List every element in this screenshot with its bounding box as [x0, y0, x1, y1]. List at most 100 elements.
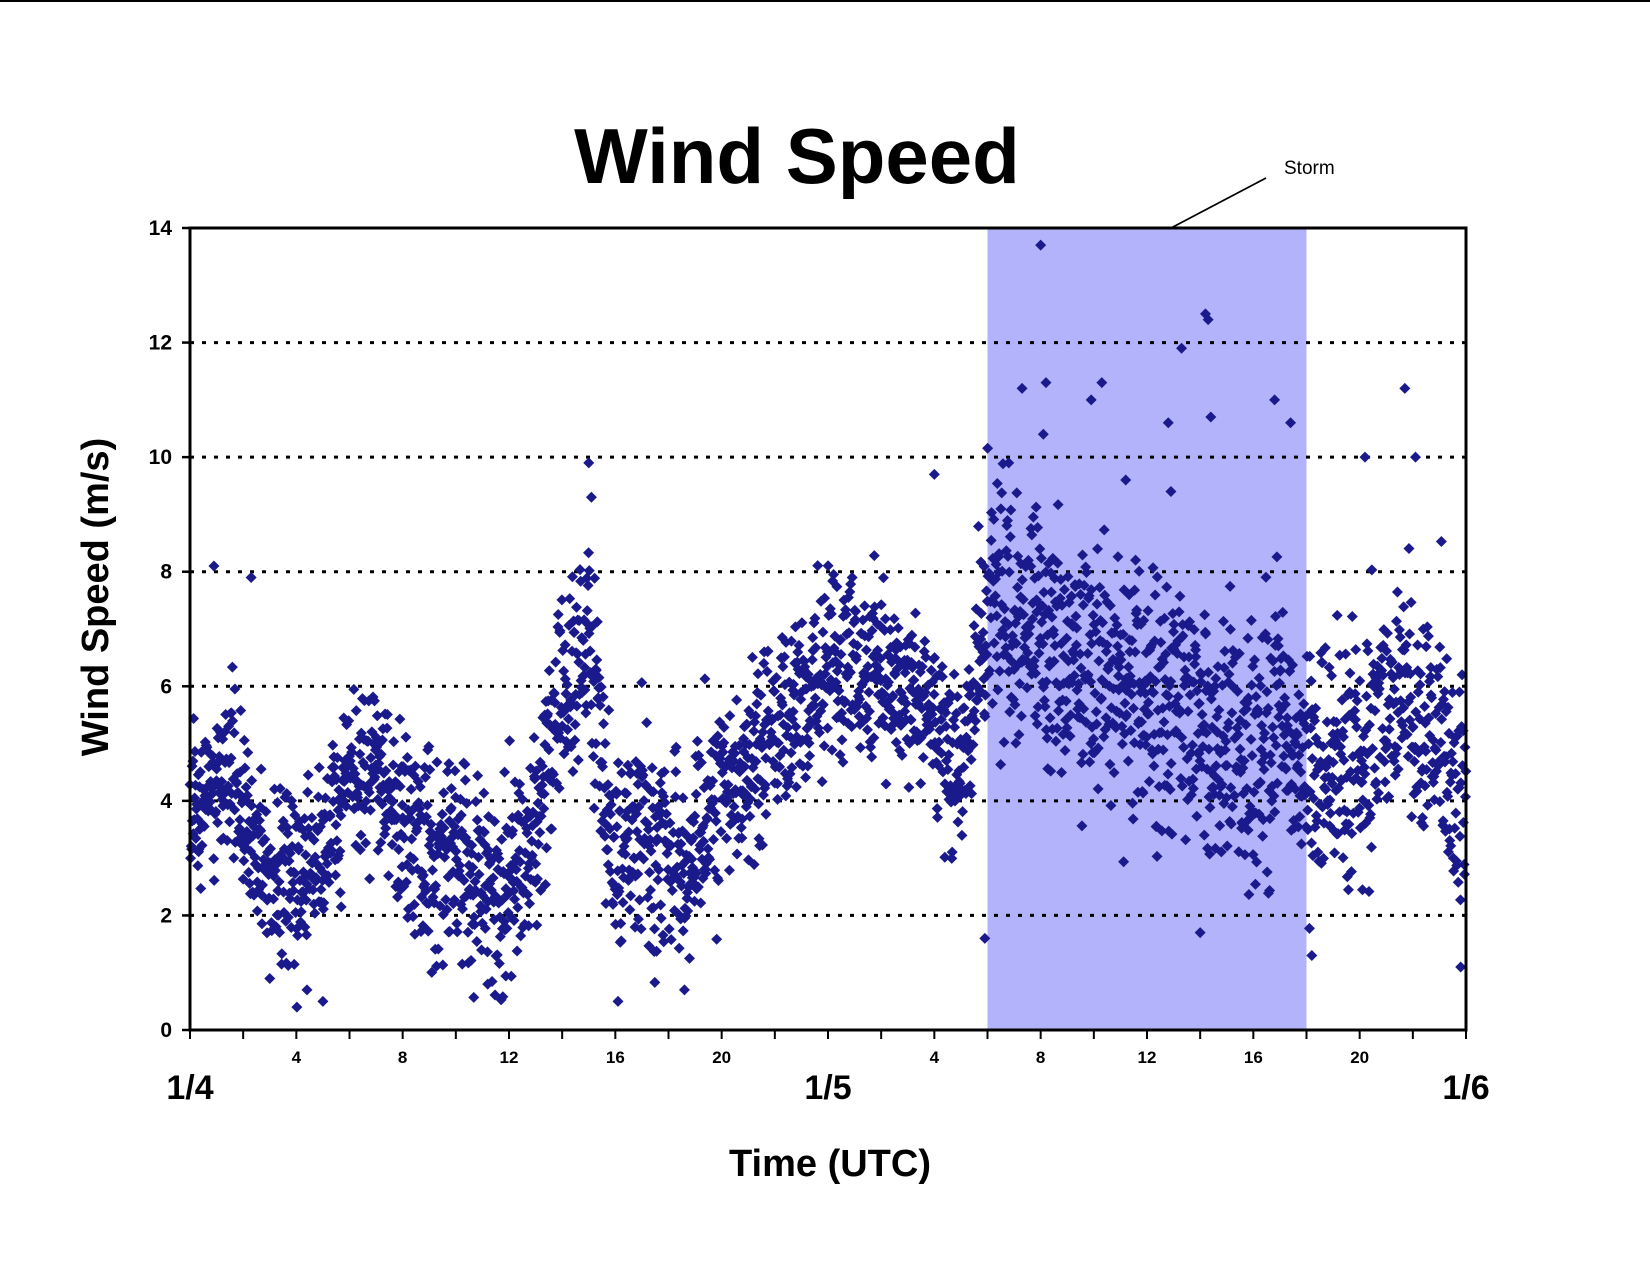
data-point: [558, 665, 570, 677]
data-point: [548, 688, 560, 700]
data-point: [531, 919, 543, 931]
data-point: [1111, 619, 1123, 631]
data-point: [783, 777, 795, 789]
data-point: [483, 844, 495, 856]
data-point: [309, 907, 321, 919]
data-point: [799, 661, 811, 673]
data-point: [1080, 567, 1092, 579]
data-point: [1100, 645, 1112, 657]
data-point: [225, 707, 237, 719]
data-point: [1161, 581, 1173, 593]
data-point: [1338, 754, 1350, 766]
page-top-rule: [0, 0, 1650, 2]
data-point: [528, 732, 540, 744]
data-point: [394, 780, 406, 792]
data-point: [398, 832, 410, 844]
data-point: [743, 739, 755, 751]
data-point: [1398, 601, 1410, 613]
data-point: [1365, 808, 1377, 820]
data-point: [1379, 756, 1391, 768]
data-point: [1048, 655, 1060, 667]
data-point: [1092, 783, 1104, 795]
data-point: [991, 478, 1003, 490]
data-point: [1452, 876, 1464, 888]
data-point: [354, 844, 366, 856]
data-point: [1059, 744, 1071, 756]
storm-annotation: Storm: [1170, 158, 1335, 229]
data-point: [530, 858, 542, 870]
data-point: [854, 742, 866, 754]
data-point: [1223, 717, 1235, 729]
data-point: [360, 837, 372, 849]
data-point: [445, 783, 457, 795]
data-point: [1269, 394, 1281, 406]
data-point: [839, 695, 851, 707]
data-point: [229, 804, 241, 816]
data-point: [1305, 837, 1317, 849]
data-point: [1012, 581, 1024, 593]
data-point: [430, 880, 442, 892]
data-point: [568, 626, 580, 638]
data-point: [559, 639, 571, 651]
data-point: [753, 798, 765, 810]
data-point: [659, 797, 671, 809]
data-point: [1045, 765, 1057, 777]
data-point: [1369, 705, 1381, 717]
data-point: [936, 661, 948, 673]
data-point: [1255, 680, 1267, 692]
data-point: [567, 766, 579, 778]
data-point: [394, 713, 406, 725]
data-point: [1290, 738, 1302, 750]
data-point: [611, 821, 623, 833]
data-point: [590, 738, 602, 750]
data-point: [376, 734, 388, 746]
data-point: [691, 735, 703, 747]
data-point: [846, 571, 858, 583]
data-point: [1119, 697, 1131, 709]
data-point: [493, 958, 505, 970]
data-point: [531, 873, 543, 885]
data-point: [778, 651, 790, 663]
data-point: [1293, 689, 1305, 701]
data-point: [632, 868, 644, 880]
data-point: [892, 622, 904, 634]
data-point: [1258, 764, 1270, 776]
data-point: [497, 991, 509, 1003]
data-point: [678, 867, 690, 879]
data-point: [835, 634, 847, 646]
data-point: [942, 763, 954, 775]
data-point: [408, 899, 420, 911]
data-point: [787, 706, 799, 718]
data-point: [1302, 804, 1314, 816]
data-point: [373, 757, 385, 769]
data-point: [1223, 668, 1235, 680]
data-point: [958, 761, 970, 773]
data-point: [1162, 768, 1174, 780]
data-point: [658, 766, 670, 778]
data-point: [274, 782, 286, 794]
data-point: [996, 565, 1008, 577]
data-point: [873, 663, 885, 675]
data-point: [790, 721, 802, 733]
data-point: [292, 929, 304, 941]
data-point: [1442, 701, 1454, 713]
data-point: [865, 741, 877, 753]
data-point: [843, 627, 855, 639]
data-point: [660, 808, 672, 820]
data-point: [1331, 609, 1343, 621]
data-point: [819, 668, 831, 680]
data-point: [579, 661, 591, 673]
data-point: [1298, 698, 1310, 710]
data-point: [1076, 757, 1088, 769]
data-point: [835, 648, 847, 660]
data-point: [195, 883, 207, 895]
data-point: [840, 609, 852, 621]
data-point: [718, 721, 730, 733]
data-point: [1253, 672, 1265, 684]
data-point: [1270, 610, 1282, 622]
data-point: [1224, 580, 1236, 592]
data-point: [623, 826, 635, 838]
data-point: [489, 816, 501, 828]
data-point: [1023, 628, 1035, 640]
data-point: [1003, 457, 1015, 469]
